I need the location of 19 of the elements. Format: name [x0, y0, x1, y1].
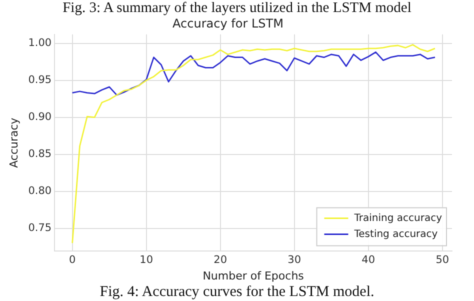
- chart-title: Accuracy for LSTM: [172, 16, 284, 30]
- caption: Fig. 3: A summary of the layers utilized in the LSTM model: [62, 0, 412, 17]
- y-tick-label: 0.90: [28, 111, 52, 124]
- y-tick-label: 1.00: [28, 37, 52, 50]
- y-tick-label: 0.95: [28, 74, 52, 86]
- legend-label: Testing accuracy: [353, 228, 438, 240]
- y-tick-label: 0.75: [28, 222, 52, 234]
- y-tick-label: 0.85: [28, 148, 52, 160]
- x-tick-label: 50: [436, 254, 450, 266]
- x-tick-label: 30: [288, 254, 302, 266]
- y-axis-title: Accuracy: [7, 117, 20, 168]
- x-tick-label: 0: [68, 254, 76, 266]
- y-tick-label: 0.80: [28, 185, 52, 197]
- legend-label: Training accuracy: [353, 212, 442, 224]
- x-tick-label: 40: [362, 254, 376, 266]
- caption: Fig. 4: Accuracy curves for the LSTM model.: [98, 283, 376, 301]
- x-tick-label: 20: [214, 254, 228, 266]
- x-tick-label: 10: [140, 254, 154, 266]
- x-axis-title: Number of Epochs: [202, 269, 304, 282]
